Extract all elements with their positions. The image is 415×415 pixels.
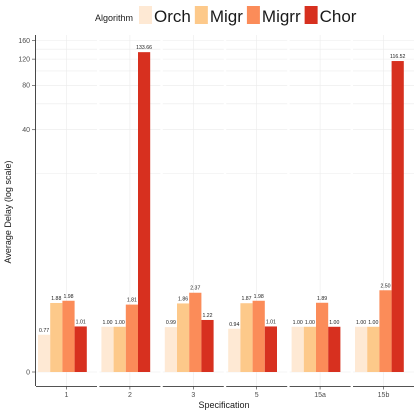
bar-chor-2 — [138, 52, 151, 372]
bar-label-orch-15b: 1.00 — [356, 320, 366, 326]
bar-label-migrr-1: 1.98 — [63, 294, 73, 300]
bar-label-chor-15b: 116.52 — [390, 54, 406, 60]
bar-migrr-3 — [189, 292, 202, 372]
bar-label-migrr-3: 2.37 — [190, 286, 200, 292]
y-axis: 0 40 80 120 160 — [18, 35, 36, 386]
bar-label-orch-5: 0.94 — [229, 322, 239, 328]
bar-chor-15b — [391, 61, 404, 372]
bar-label-migr-15a: 1.00 — [305, 320, 315, 326]
bar-label-migrr-2: 1.81 — [127, 298, 137, 304]
legend-swatch-orch — [139, 6, 152, 24]
bar-label-migr-5: 1.87 — [241, 296, 251, 302]
x-axis: 1 2 3 5 15a 15b — [36, 386, 414, 399]
bar-label-orch-1: 0.77 — [39, 328, 49, 334]
legend-label-migrr: Migrr — [262, 7, 301, 26]
bar-label-orch-15a: 1.00 — [293, 320, 303, 326]
y-tick-label-160: 160 — [18, 38, 30, 45]
legend-swatch-chor — [304, 6, 318, 24]
bar-chor-3 — [201, 319, 214, 372]
bar-chor-1 — [74, 326, 87, 372]
bar-migrr-5 — [252, 300, 265, 372]
panel-15a: 1.00 1.001.891.00 — [289, 35, 351, 386]
bar-orch-2 — [101, 326, 114, 372]
panel-3: 0.99 1.862.37 1.22 — [162, 35, 224, 386]
legend-swatch-migr — [194, 6, 208, 24]
bar-migrr-1 — [62, 300, 75, 372]
panel-2: 1.00 1.00 1.81 133.66 — [99, 35, 161, 386]
x-tick-label-1: 1 — [65, 392, 69, 399]
y-tick-label-40: 40 — [22, 127, 30, 134]
bar-orch-1 — [38, 334, 51, 372]
bar-chor-15a — [328, 326, 341, 372]
legend-swatch-migrr — [246, 6, 260, 24]
x-tick-label-3: 3 — [191, 392, 195, 399]
bar-chor-5 — [264, 326, 277, 372]
bar-migr-5 — [240, 303, 253, 372]
bar-orch-3 — [164, 327, 177, 372]
plot-panels: 0.771.88 1.981.01 1.00 1.001.81133.660.991.… — [36, 35, 414, 386]
panel-15b: 1.00 1.00 2.50 116.52 — [353, 35, 414, 386]
x-tick-label-2: 2 — [128, 392, 132, 399]
panel-1: 0.77 1.88 1.98 1.01 — [36, 35, 97, 386]
legend-label-migr: Migr — [210, 7, 243, 26]
y-axis-title: Average Delay (log scale) — [3, 161, 13, 264]
x-tick-label-15a: 15a — [314, 392, 326, 399]
bar-label-chor-1: 1.01 — [76, 319, 86, 325]
bar-label-chor-15a: 1.00 — [329, 320, 339, 326]
bar-label-migr-1: 1.88 — [51, 296, 61, 302]
legend-label-orch: Orch — [154, 7, 191, 26]
x-tick-label-15b: 15b — [378, 392, 390, 399]
bar-migrr-15b — [379, 290, 392, 372]
bar-label-chor-2: 133.66 — [136, 45, 152, 51]
legend-label-chor: Chor — [320, 7, 357, 26]
x-tick-label-5: 5 — [255, 392, 259, 399]
y-tick-label-0: 0 — [26, 369, 30, 376]
bar-migr-3 — [177, 303, 190, 372]
x-axis-title: Specification — [198, 400, 249, 410]
legend-title: Algorithm — [95, 13, 133, 23]
bar-label-chor-3: 1.22 — [202, 313, 212, 319]
bar-label-migr-2: 1.00 — [115, 320, 125, 326]
bar-migrr-15a — [316, 302, 329, 372]
bar-label-chor-5: 1.01 — [266, 319, 276, 325]
bar-orch-15a — [291, 326, 304, 372]
bar-migr-15a — [303, 326, 316, 372]
bar-migr-2 — [113, 326, 126, 372]
y-tick-label-80: 80 — [22, 83, 30, 90]
bar-label-migrr-5: 1.98 — [254, 294, 264, 300]
bar-label-orch-2: 1.00 — [102, 320, 112, 326]
y-tick-label-120: 120 — [18, 57, 30, 64]
bar-label-migr-3: 1.86 — [178, 296, 188, 302]
legend: Algorithm Orch Migr Migrr Chor — [95, 6, 357, 26]
bar-label-orch-3: 0.99 — [166, 320, 176, 326]
bar-migrr-2 — [125, 304, 138, 372]
bar-migr-1 — [50, 302, 63, 372]
bar-migr-15b — [367, 326, 380, 372]
panel-5: 0.94 1.87 1.98 1.01 — [226, 35, 288, 386]
bar-orch-5 — [228, 328, 241, 372]
bar-label-migr-15b: 1.00 — [368, 320, 378, 326]
bar-label-migrr-15a: 1.89 — [317, 296, 327, 302]
bar-orch-15b — [355, 326, 368, 372]
bar-label-migrr-15b: 2.50 — [380, 283, 390, 289]
